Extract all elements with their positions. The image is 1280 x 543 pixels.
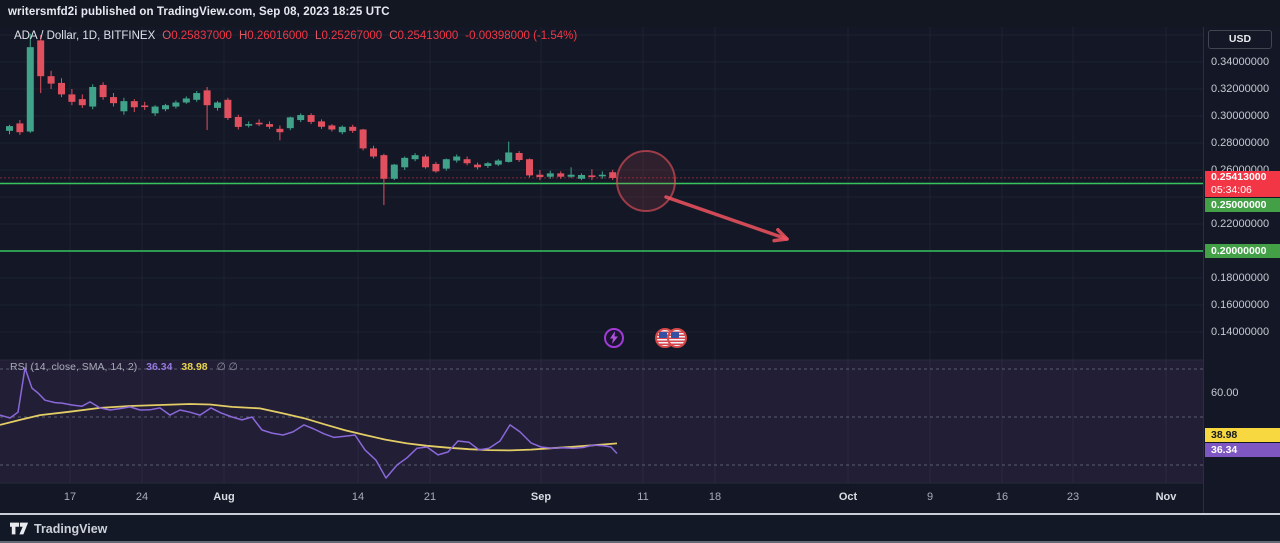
rsi-sma-current-value: 38.98 [181, 361, 208, 373]
price-tick-label: 0.18000000 [1211, 272, 1270, 284]
lightning-bolt-glyph [610, 331, 618, 344]
time-tick-label: 9 [926, 491, 934, 503]
ohlc-key: L [315, 30, 322, 42]
rsi-params: (14, close, SMA, 14, 2) [30, 361, 138, 373]
time-tick-label: 24 [135, 491, 149, 503]
bottom-toolbar: TradingView [0, 513, 1280, 543]
rsi-title[interactable]: RSI [10, 361, 28, 373]
price-tick-label: 0.32000000 [1211, 83, 1270, 95]
ohlc-value: 0.25837000 [171, 30, 232, 42]
price-tick-label: 0.28000000 [1211, 137, 1270, 149]
rsi-empty-values: ∅ ∅ [216, 361, 238, 373]
rsi-axis-tick: 60.00 [1211, 387, 1239, 399]
currency-usd-button[interactable]: USD [1208, 30, 1272, 49]
time-tick-label: 14 [351, 491, 365, 503]
ohlc-key: H [238, 30, 248, 42]
rsi-value-price-label: 36.34 [1205, 443, 1280, 457]
tradingview-logo-icon[interactable] [10, 521, 29, 541]
us-flag-icon [667, 328, 687, 348]
ohlc-readout: O0.25837000 H0.26016000 L0.25267000 C0.2541… [155, 30, 577, 42]
rsi-indicator-legend[interactable]: RSI (14, close, SMA, 14, 2) 36.34 38.98 … [10, 361, 238, 373]
rsi-pane[interactable] [0, 360, 1203, 483]
support-price-label-025: 0.25000000 [1205, 198, 1280, 212]
time-tick-label: 23 [1066, 491, 1080, 503]
us-flags-event-icon[interactable] [655, 328, 687, 348]
time-tick-label: 17 [63, 491, 77, 503]
price-tick-label: 0.34000000 [1211, 56, 1270, 68]
bar-countdown: 05:34:06 [1211, 184, 1252, 196]
ohlc-value: 0.26016000 [247, 30, 309, 42]
time-tick-label: 16 [995, 491, 1009, 503]
time-tick-label: Oct [838, 491, 858, 503]
tradingview-brand[interactable]: TradingView [34, 522, 108, 536]
price-tick-label: 0.16000000 [1211, 299, 1270, 311]
ohlc-key: O [162, 30, 172, 42]
lightning-event-icon[interactable] [604, 328, 624, 348]
ohlc-value: -0.00398000 (-1.54%) [465, 30, 578, 42]
attribution-text: writersmfd2i published on TradingView.co… [8, 6, 390, 18]
ohlc-value: 0.25267000 [321, 30, 383, 42]
price-tick-label: 0.30000000 [1211, 110, 1270, 122]
symbol-title[interactable]: ADA / Dollar, 1D, BITFINEX [14, 30, 156, 42]
price-axis[interactable]: USD 0.34000000 0.32000000 0.30000000 0.2800… [1203, 27, 1280, 513]
time-tick-label: Sep [530, 491, 552, 503]
time-tick-label: 11 [637, 491, 649, 503]
rsi-sma-price-label: 38.98 [1205, 428, 1280, 442]
time-axis[interactable]: 17 24 Aug 14 21 Sep 11 18 Oct 9 16 23 Nov [0, 483, 1203, 513]
time-tick-label: 18 [708, 491, 722, 503]
attribution-bar: writersmfd2i published on TradingView.co… [0, 0, 1280, 27]
time-tick-label: Nov [1155, 491, 1177, 503]
price-tick-label: 0.22000000 [1211, 218, 1270, 230]
time-tick-label: 21 [423, 491, 437, 503]
last-price-value: 0.25413000 [1211, 171, 1267, 183]
price-tick-label: 0.14000000 [1211, 326, 1270, 338]
time-tick-label: Aug [213, 491, 235, 503]
symbol-legend[interactable]: ADA / Dollar, 1D, BITFINEX O0.25837000 H0.… [14, 30, 577, 42]
ohlc-key: C [389, 30, 398, 42]
ohlc-value: 0.25413000 [397, 30, 459, 42]
support-price-label-020: 0.20000000 [1205, 244, 1280, 258]
rsi-current-value: 36.34 [146, 361, 173, 373]
last-price-label: 0.25413000 05:34:06 [1205, 171, 1280, 197]
